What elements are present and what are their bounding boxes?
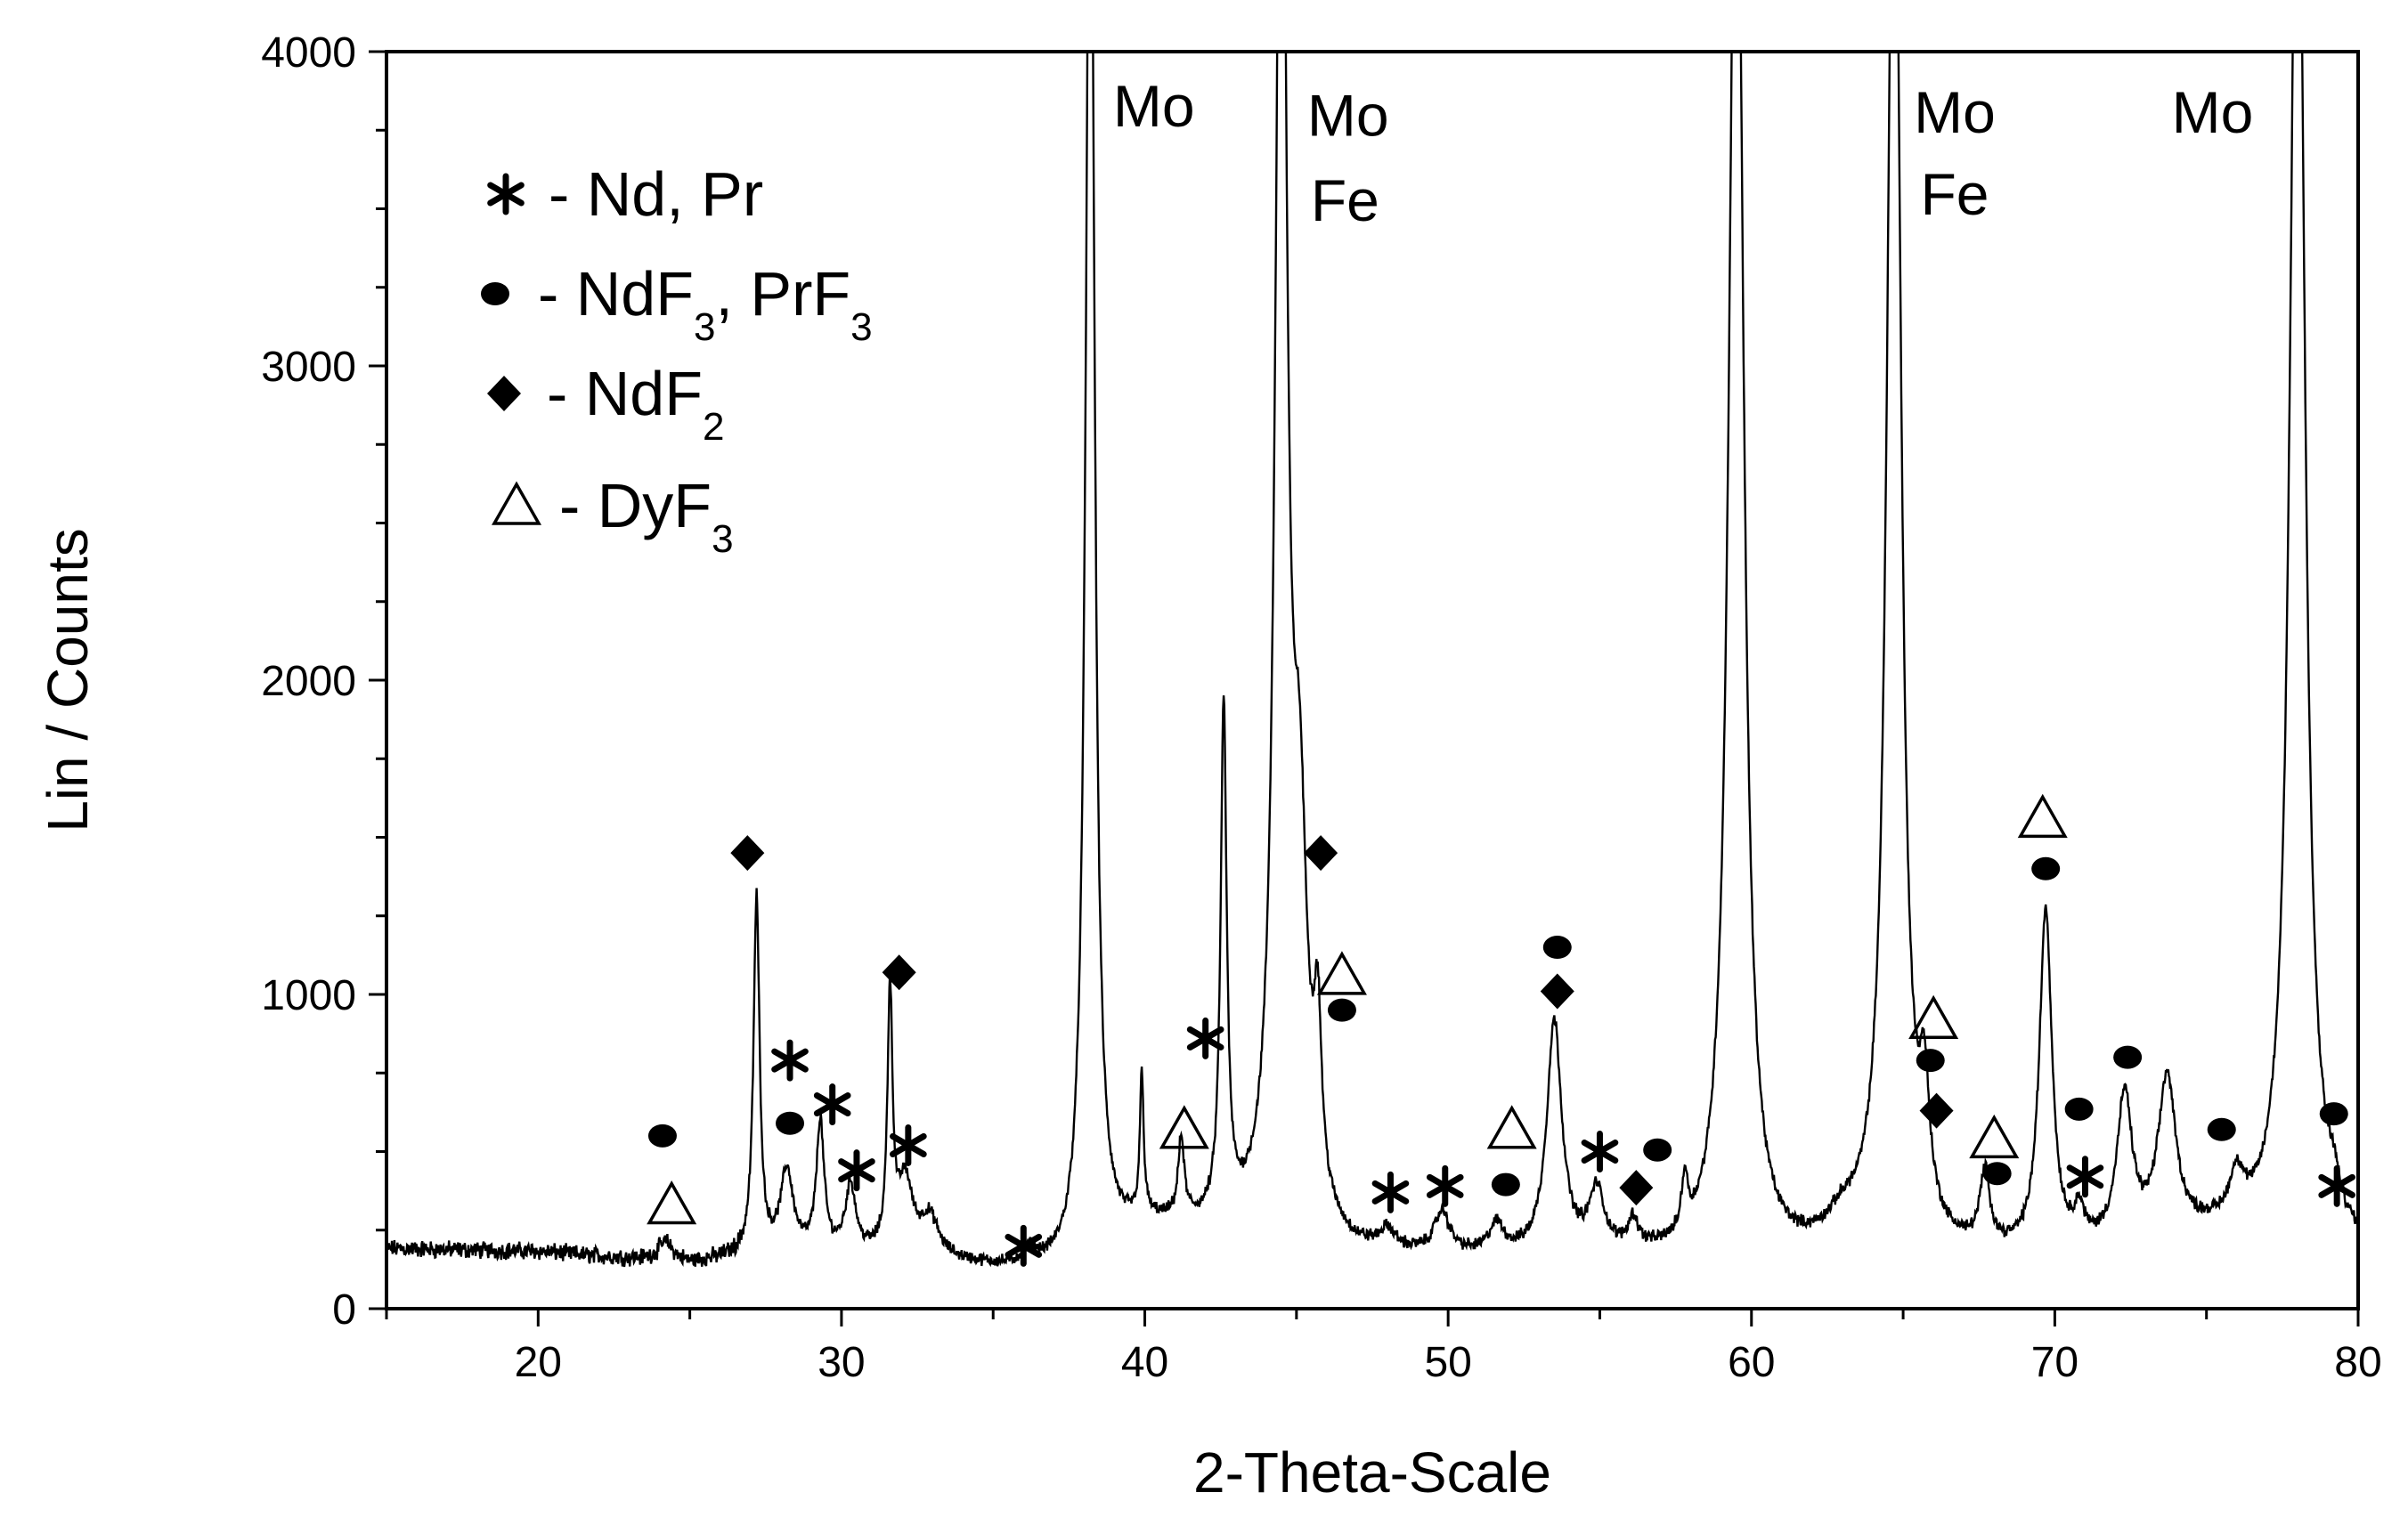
legend-text: - NdF <box>538 259 694 329</box>
legend-label: - Nd, Pr <box>549 159 763 229</box>
circle-marker <box>1643 1138 1672 1162</box>
plot-curve-layer <box>386 52 2358 1268</box>
phase-label: Mo <box>2172 79 2254 145</box>
legend: - Nd, Pr- NdF3, PrF3- NdF2- DyF3 <box>481 159 873 561</box>
legend-subscript: 3 <box>850 305 872 349</box>
circle-marker <box>2207 1117 2236 1141</box>
asterisk-marker <box>1371 1171 1410 1213</box>
asterisk-marker <box>1426 1164 1464 1207</box>
x-tick-label: 40 <box>1121 1339 1168 1386</box>
triangle-marker <box>1908 994 1959 1039</box>
series-line-xrd-pattern <box>386 52 2358 1268</box>
x-tick-label: 70 <box>2031 1339 2079 1386</box>
y-tick-label: 4000 <box>261 29 356 77</box>
legend-subscript: 2 <box>703 405 724 449</box>
diamond-marker <box>730 835 765 872</box>
asterisk-marker <box>1186 1017 1224 1059</box>
legend-triangle-icon <box>491 481 542 525</box>
y-axis-title: Lin / Counts <box>36 528 100 832</box>
legend-text: , PrF <box>715 259 850 329</box>
y-tick-label: 1000 <box>261 972 356 1019</box>
diamond-marker <box>1540 973 1574 1010</box>
legend-entry: - DyF3 <box>491 471 734 561</box>
diamond-marker <box>1619 1170 1654 1206</box>
circle-marker <box>2031 856 2061 880</box>
legend-label: - NdF3, PrF3 <box>538 259 873 349</box>
x-tick-label: 60 <box>1728 1339 1775 1386</box>
triangle-marker <box>1159 1105 1209 1149</box>
circle-marker <box>1542 936 1572 960</box>
x-tick-label: 20 <box>515 1339 562 1386</box>
phase-label: Mo <box>1113 73 1195 139</box>
circle-marker <box>2113 1045 2143 1069</box>
y-tick-label: 3000 <box>261 344 356 391</box>
legend-circle-icon <box>481 282 509 305</box>
x-tick-label: 80 <box>2334 1339 2381 1386</box>
triangle-marker <box>2017 793 2068 839</box>
circle-marker <box>647 1124 677 1148</box>
circle-marker <box>1982 1162 2012 1186</box>
legend-asterisk-icon <box>487 173 525 215</box>
phase-label: Fe <box>1311 167 1379 233</box>
legend-text: - NdF <box>547 359 703 428</box>
triangle-marker <box>1486 1105 1537 1149</box>
diamond-marker <box>882 954 916 991</box>
legend-subscript: 3 <box>694 305 715 349</box>
circle-marker <box>1916 1049 1945 1073</box>
triangle-marker <box>647 1180 697 1225</box>
x-axis-ticks: 20 30 40 50 60 70 80 <box>385 1309 2382 1386</box>
asterisk-marker <box>813 1083 851 1126</box>
x-axis-title: 2-Theta-Scale <box>1193 1440 1551 1505</box>
legend-entry: - NdF3, PrF3 <box>481 259 873 349</box>
circle-marker <box>776 1111 805 1135</box>
triangle-marker <box>1316 951 1367 995</box>
y-tick-label: 0 <box>332 1286 356 1334</box>
asterisk-marker <box>1581 1131 1619 1172</box>
circle-marker <box>2319 1102 2348 1126</box>
legend-label: - NdF2 <box>547 359 724 449</box>
asterisk-marker <box>1005 1224 1043 1267</box>
asterisk-marker <box>838 1149 875 1192</box>
y-axis-ticks: 0 1000 2000 3000 4000 <box>261 29 386 1334</box>
peak-markers <box>647 793 2355 1267</box>
x-tick-label: 30 <box>818 1339 865 1386</box>
circle-marker <box>1491 1172 1520 1197</box>
phase-label: Fe <box>1920 161 1989 227</box>
legend-entry: - NdF2 <box>487 359 724 449</box>
asterisk-marker <box>771 1039 809 1082</box>
asterisk-marker <box>890 1124 927 1166</box>
legend-text: - Nd, Pr <box>549 159 763 229</box>
phase-labels: Mo Mo Fe Mo Fe Mo <box>1113 73 2253 233</box>
asterisk-marker <box>2066 1156 2104 1198</box>
legend-entry: - Nd, Pr <box>487 159 763 229</box>
triangle-marker <box>1969 1114 2020 1159</box>
diamond-marker <box>1919 1092 1954 1129</box>
circle-marker <box>1327 998 1356 1022</box>
legend-diamond-icon <box>487 376 521 411</box>
asterisk-marker <box>2318 1164 2355 1207</box>
x-tick-label: 50 <box>1424 1339 1471 1386</box>
phase-label: Mo <box>1307 83 1389 149</box>
legend-text: - DyF <box>559 471 712 540</box>
legend-label: - DyF3 <box>559 471 734 561</box>
diamond-marker <box>1304 835 1338 872</box>
y-tick-label: 2000 <box>261 658 356 705</box>
phase-label: Mo <box>1914 79 1996 145</box>
circle-marker <box>2064 1097 2094 1121</box>
legend-subscript: 3 <box>712 517 733 561</box>
